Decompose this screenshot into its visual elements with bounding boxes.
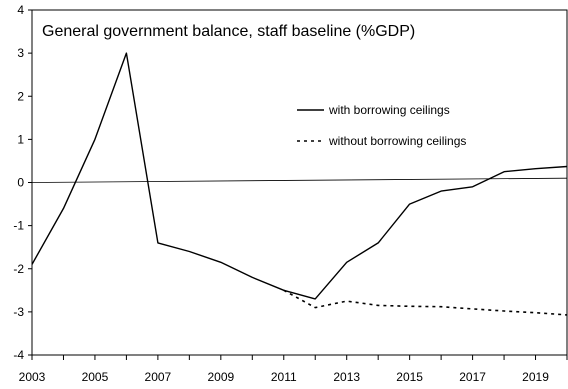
- x-tick-label: 2013: [333, 370, 360, 384]
- chart-title: General government balance, staff baseli…: [42, 23, 415, 40]
- y-tick-label: 4: [17, 3, 24, 17]
- x-tick-label: 2015: [396, 370, 423, 384]
- x-tick-label: 2005: [82, 370, 109, 384]
- plot-area-frame: [31, 9, 568, 356]
- legend-item-with-ceilings: with borrowing ceilings: [297, 103, 450, 117]
- legend-item-without-ceilings: without borrowing ceilings: [297, 134, 466, 148]
- zero-reference-line: [31, 177, 568, 183]
- x-tick-label: 2011: [271, 370, 297, 384]
- y-tick-label: -1: [13, 219, 24, 233]
- x-tick-label: 2003: [19, 370, 46, 384]
- tick-labels: -4 -3 -2 -1 0 1 2 3 4 2003 2005 2007 2009 2011 2013 201…: [13, 3, 549, 384]
- y-tick-label: -4: [13, 348, 24, 362]
- legend-label: without borrowing ceilings: [328, 134, 466, 148]
- x-tick-label: 2007: [145, 370, 172, 384]
- series-line-without-ceilings: [283, 289, 568, 316]
- y-tick-label: -3: [13, 305, 24, 319]
- series-layer: [31, 52, 568, 316]
- series-line-with-ceilings: [31, 52, 568, 300]
- axes: [28, 9, 568, 360]
- x-tick-label: 2009: [207, 370, 234, 384]
- legend: with borrowing ceilings without borrowing…: [297, 103, 466, 148]
- y-tick-label: 2: [17, 89, 24, 103]
- y-tick-label: -2: [13, 262, 24, 276]
- legend-label: with borrowing ceilings: [328, 103, 450, 117]
- x-tick-label: 2017: [459, 370, 486, 384]
- x-tick-label: 2019: [522, 370, 549, 384]
- y-tick-label: 1: [17, 132, 24, 146]
- y-tick-label: 3: [17, 46, 24, 60]
- y-tick-label: 0: [17, 176, 24, 190]
